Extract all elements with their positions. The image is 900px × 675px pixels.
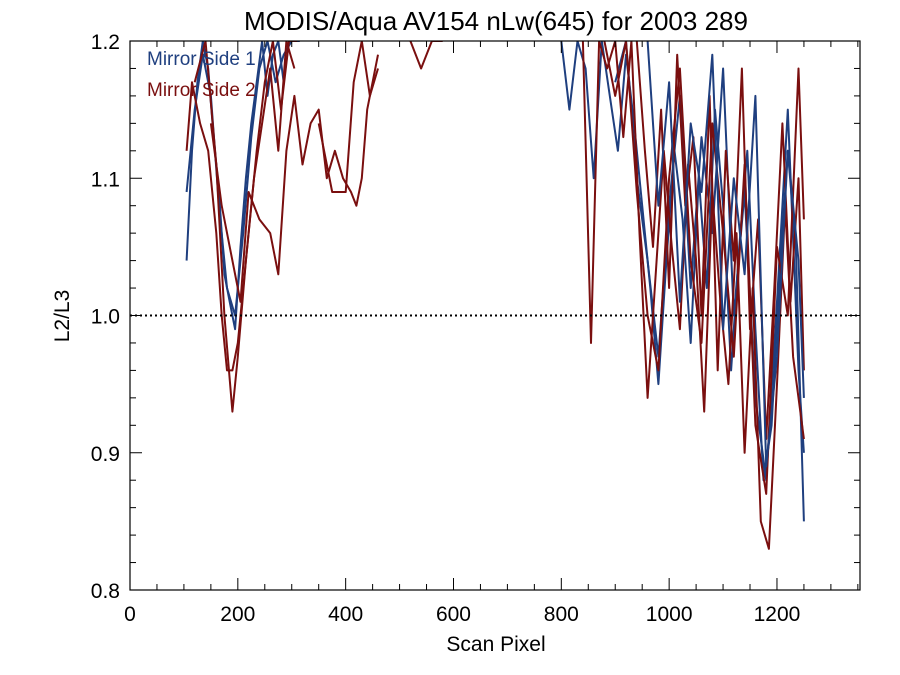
x-tick-label: 1200 — [754, 603, 801, 626]
series-line-mirror-side-2-5 — [317, 41, 379, 193]
series-line-mirror-side-2-6 — [409, 41, 443, 70]
legend-entry-mirror-side-1: Mirror Side 1 — [147, 49, 256, 70]
x-tick-label: 600 — [436, 603, 471, 626]
y-axis-label: L2/L3 — [51, 290, 74, 343]
series-line-mirror-side-1-1 — [185, 41, 293, 317]
x-tick-label: 400 — [328, 603, 363, 626]
y-tick-label: 0.9 — [91, 443, 120, 466]
series-line-mirror-side-2-9 — [581, 41, 805, 550]
x-axis-label: Scan Pixel — [446, 633, 545, 656]
x-axis: 0 200 400 600 800 1000 1200 — [124, 41, 859, 626]
y-tick-label: 0.8 — [91, 580, 120, 603]
legend-entry-mirror-side-2: Mirror Side 2 — [147, 80, 256, 101]
series-line-mirror-side-1-8 — [614, 41, 805, 482]
x-tick-label: 200 — [220, 603, 255, 626]
x-tick-label: 800 — [544, 603, 579, 626]
y-tick-label: 1.2 — [91, 31, 120, 54]
series-group — [185, 41, 805, 550]
y-tick-label: 1.1 — [91, 168, 120, 191]
legend: Mirror Side 1 Mirror Side 2 — [147, 49, 256, 101]
chart-title: MODIS/Aqua AV154 nLw(645) for 2003 289 — [244, 6, 748, 36]
x-tick-label: 0 — [124, 603, 136, 626]
y-tick-label: 1.0 — [91, 306, 120, 329]
series-line-mirror-side-2-11 — [635, 41, 805, 440]
y-axis: 0.8 0.9 1.0 1.1 1.2 — [91, 31, 860, 603]
x-tick-label: 1000 — [646, 603, 693, 626]
series-line-mirror-side-2-2 — [185, 41, 298, 372]
series-line-mirror-side-2-4 — [209, 54, 379, 303]
series-line-mirror-side-1-12 — [646, 41, 805, 468]
